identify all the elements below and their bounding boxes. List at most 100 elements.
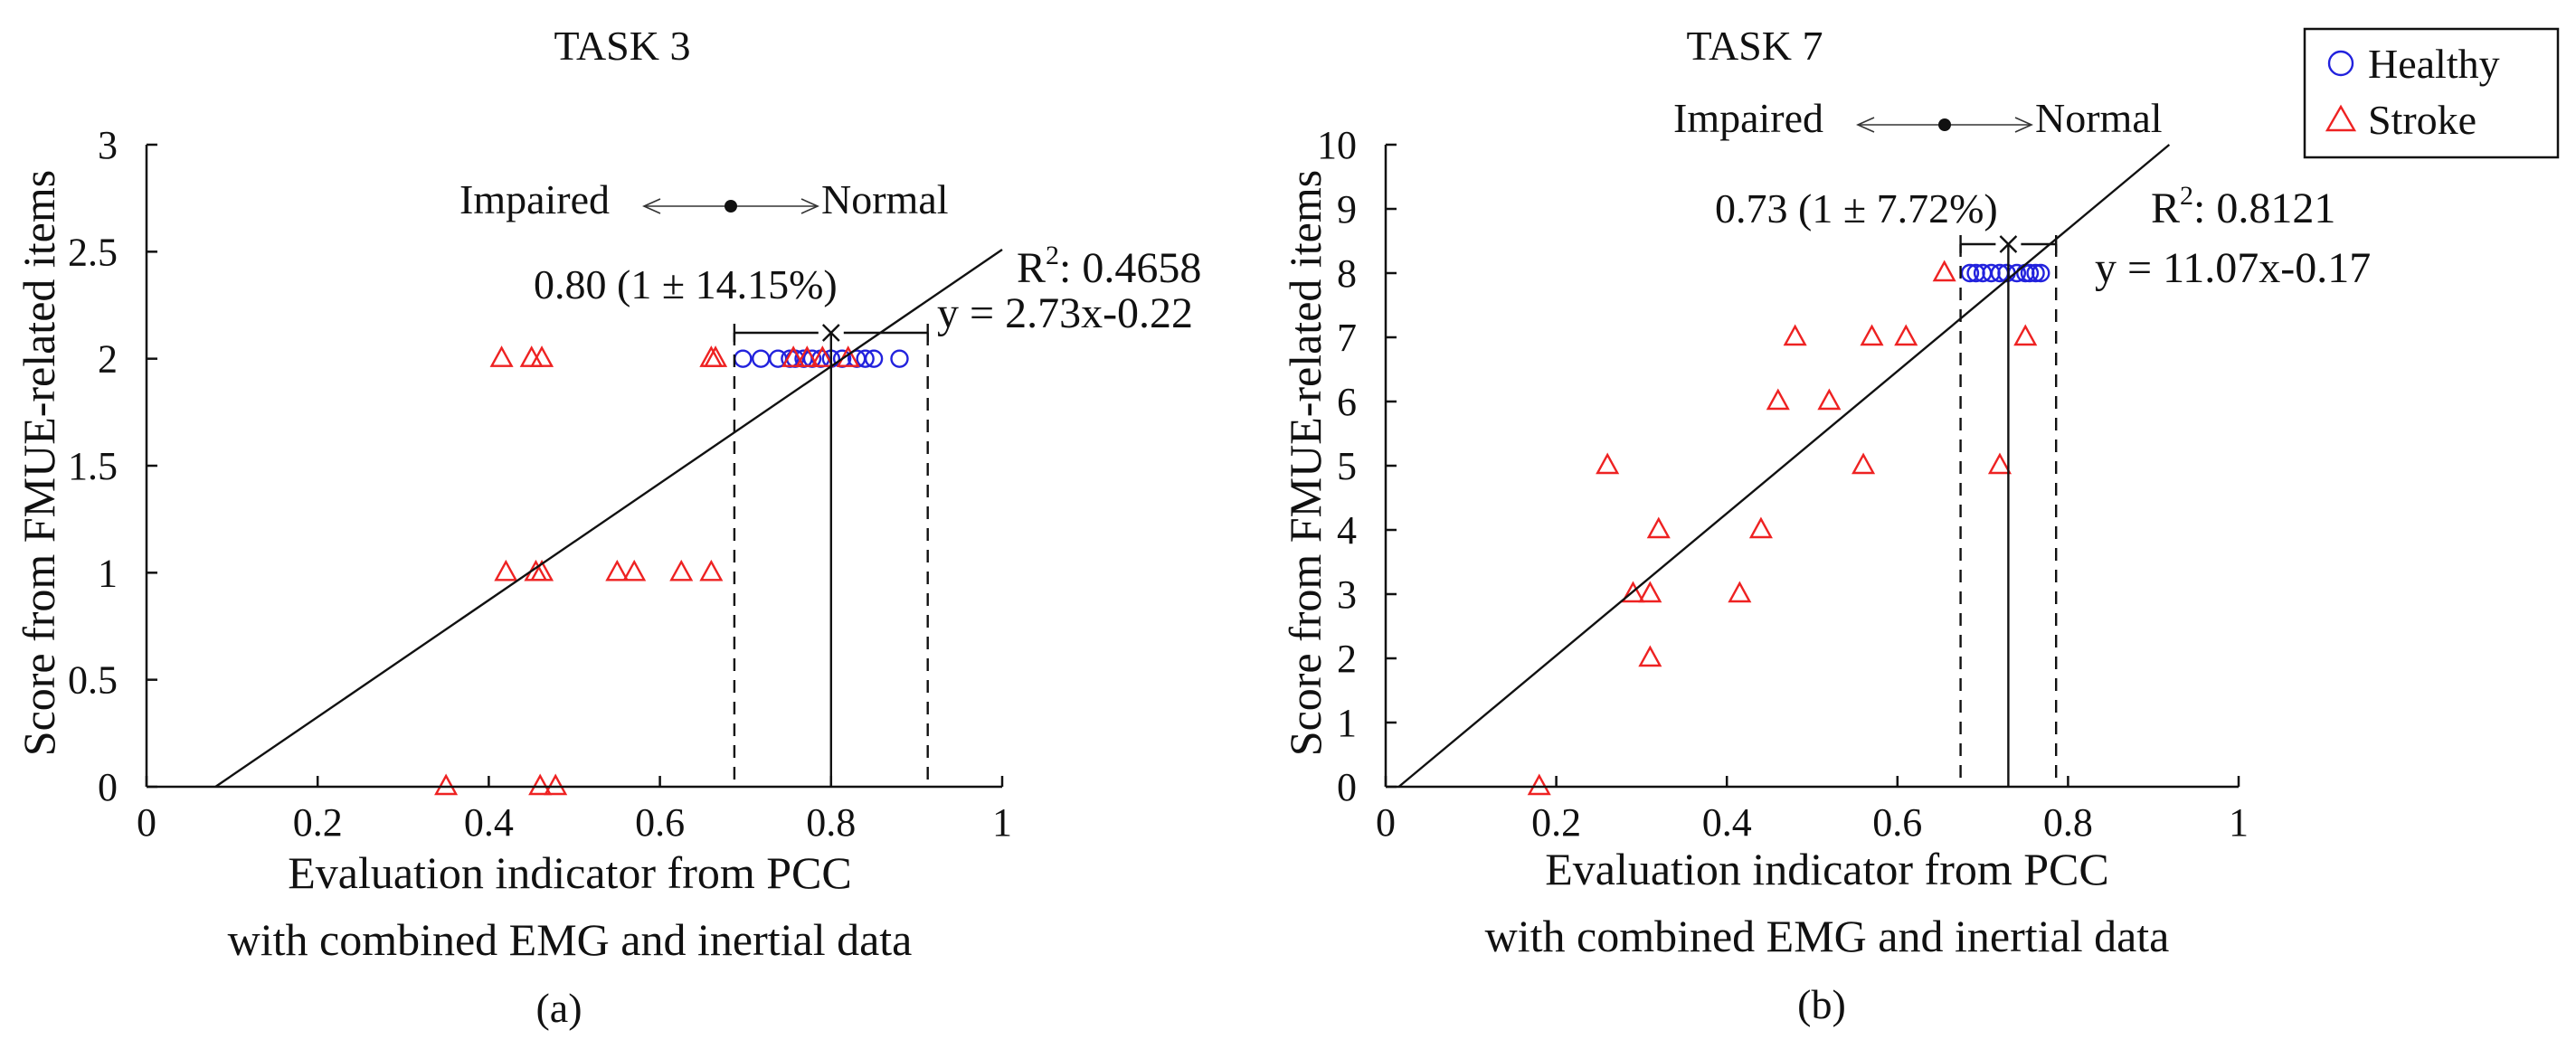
- y-tick-label: 4: [1337, 508, 1357, 553]
- band-label: 0.73 (1 ± 7.72%): [1715, 185, 1998, 232]
- direction-normal: Normal: [821, 176, 949, 222]
- y-tick-label: 6: [1337, 380, 1357, 424]
- point-healthy: [890, 349, 909, 368]
- direction-arrow-left-head: [642, 198, 661, 214]
- point-stroke: [1860, 324, 1884, 346]
- x-axis-label-line-1: Evaluation indicator from PCC: [288, 847, 852, 898]
- direction-arrow-center-dot: [724, 200, 737, 213]
- point-stroke: [1817, 388, 1842, 411]
- direction-arrow-center-dot: [1938, 118, 1951, 131]
- point-stroke: [530, 559, 554, 581]
- y-tick-label: 2: [98, 337, 118, 382]
- y-tick-label: 0: [98, 765, 118, 809]
- point-stroke: [795, 345, 819, 367]
- fit-and-band: [1397, 117, 2171, 788]
- band-mean-marker: [821, 324, 840, 342]
- r-squared-label: R: [1017, 244, 1046, 292]
- r-squared: R2: 0.8121: [2151, 181, 2335, 232]
- y-tick-label: 1: [1337, 701, 1357, 745]
- point-stroke: [1621, 581, 1645, 603]
- x-tick-label: 0.6: [1872, 800, 1922, 845]
- y-tick-label: 2.5: [68, 230, 118, 274]
- y-tick-label: 10: [1317, 123, 1357, 167]
- panel-title: TASK 3: [554, 23, 691, 69]
- y-tick-label: 3: [1337, 572, 1357, 617]
- y-tick-label: 3: [98, 123, 118, 167]
- data-points: [434, 345, 909, 796]
- point-stroke: [1766, 388, 1790, 411]
- panel-caption: (b): [1797, 981, 1846, 1027]
- x-axis-label-line-2: with combined EMG and inertial data: [1485, 911, 2170, 961]
- point-stroke: [530, 345, 554, 367]
- point-stroke: [1646, 516, 1671, 539]
- r-squared-sup: 2: [1046, 241, 1059, 270]
- r-squared-value: : 0.4658: [1059, 244, 1201, 292]
- x-tick-label: 0.4: [1702, 800, 1752, 845]
- point-stroke: [1728, 581, 1752, 603]
- legend: Healthy Stroke: [2303, 27, 2560, 159]
- legend-box: [2303, 27, 2560, 159]
- y-tick-label: 0: [1337, 765, 1357, 809]
- y-tick-label: 1.5: [68, 444, 118, 488]
- panel-task-3: TASK 3 0 0.2 0.4 0.6 0.8 1 0 0.5 1 1.5 2 2.5 3 Evalu…: [14, 23, 1201, 1031]
- point-stroke: [2013, 324, 2038, 346]
- point-stroke: [704, 345, 728, 367]
- r-squared: R2: 0.4658: [1017, 241, 1201, 292]
- axes: 0 0.2 0.4 0.6 0.8 1 0 0.5 1 1.5 2 2.5 3: [68, 123, 1012, 845]
- panel-title: TASK 7: [1687, 23, 1823, 69]
- y-axis-label: Score from FMUE-related items: [14, 170, 64, 756]
- x-axis-label-line-1: Evaluation indicator from PCC: [1545, 844, 2109, 894]
- x-tick-label: 0.8: [806, 800, 856, 845]
- regression-equation: y = 11.07x-0.17: [2095, 244, 2371, 292]
- point-stroke: [781, 345, 806, 367]
- legend-label-stroke: Stroke: [2368, 97, 2477, 143]
- legend-marker-stroke: [2325, 104, 2357, 132]
- direction-arrow-right-head: [2014, 117, 2033, 133]
- point-healthy: [1960, 263, 1980, 283]
- point-stroke: [544, 773, 568, 796]
- x-tick-label: 0: [137, 800, 156, 845]
- point-stroke: [605, 559, 630, 581]
- legend-label-healthy: Healthy: [2368, 41, 2500, 87]
- point-stroke: [1852, 452, 1876, 475]
- x-tick-label: 0.8: [2043, 800, 2093, 845]
- point-healthy: [2020, 263, 2040, 283]
- point-stroke: [669, 559, 694, 581]
- regression-line: [1397, 144, 2171, 788]
- panel-caption: (a): [535, 985, 582, 1031]
- point-stroke: [622, 559, 647, 581]
- x-tick-label: 1: [992, 800, 1012, 845]
- direction-arrow-right-head: [800, 198, 819, 214]
- y-tick-label: 7: [1337, 316, 1357, 360]
- point-healthy: [856, 349, 875, 368]
- point-stroke: [519, 345, 544, 367]
- point-stroke: [1527, 773, 1551, 796]
- direction-arrow-left-head: [1856, 117, 1875, 133]
- x-tick-label: 0.2: [1531, 800, 1581, 845]
- point-stroke: [1987, 452, 2012, 475]
- point-healthy: [752, 349, 771, 368]
- band-mean-marker: [1999, 235, 2018, 253]
- legend-marker-healthy: [2327, 50, 2354, 77]
- point-healthy: [2031, 263, 2050, 283]
- r-squared-sup: 2: [2180, 181, 2193, 211]
- r-squared-label: R: [2151, 184, 2180, 232]
- point-stroke: [1638, 645, 1662, 667]
- x-tick-label: 1: [2229, 800, 2249, 845]
- point-stroke: [699, 559, 724, 581]
- fit-and-band: [214, 198, 1003, 788]
- x-tick-label: 0.6: [635, 800, 685, 845]
- data-points: [1527, 260, 2050, 796]
- point-healthy: [2026, 263, 2045, 283]
- point-stroke: [494, 559, 518, 581]
- y-tick-label: 1: [98, 551, 118, 595]
- point-stroke: [489, 345, 514, 367]
- point-stroke: [1932, 260, 1956, 282]
- x-tick-label: 0: [1376, 800, 1396, 845]
- point-stroke: [810, 345, 835, 367]
- band-label: 0.80 (1 ± 14.15%): [534, 261, 838, 307]
- point-stroke: [528, 773, 553, 796]
